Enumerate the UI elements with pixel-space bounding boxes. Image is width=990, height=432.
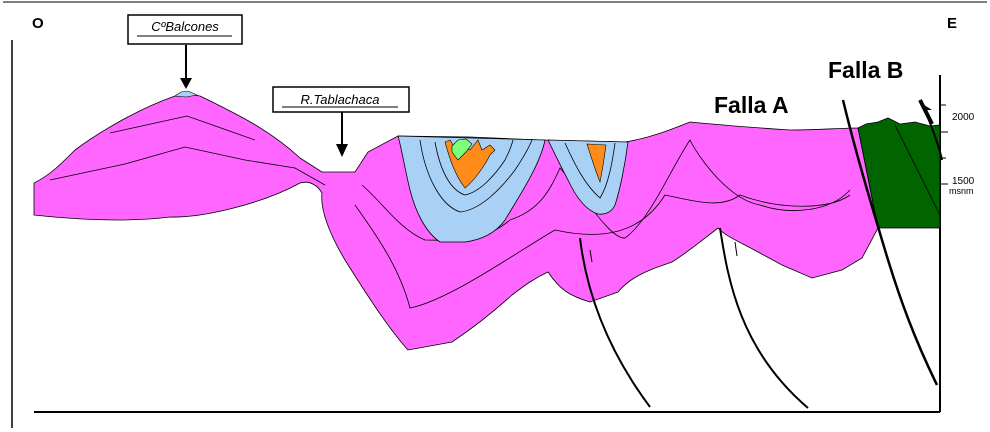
scale-label-mid: 1500: [952, 176, 975, 187]
stratum-line: [109, 115, 256, 141]
peak-label: CºBalcones: [151, 19, 219, 34]
stratum-line: [49, 146, 326, 186]
fault-b-tick: [918, 99, 934, 125]
darkgreen-unit: [857, 117, 941, 229]
lightblue-unit-syncline-1: [397, 135, 546, 243]
east-label: E: [947, 15, 957, 32]
river-callout-box: [272, 86, 410, 113]
stratum-line: [434, 139, 514, 196]
peak-cap: [174, 90, 199, 98]
fault-a-trace: [841, 99, 939, 386]
reverse-fault-2: [719, 227, 809, 409]
west-label: O: [32, 15, 44, 32]
stratum-line: [354, 194, 851, 309]
scale-unit: msnm: [949, 186, 974, 196]
reverse-fault-1: [579, 237, 651, 408]
peak-callout-box: [127, 14, 243, 45]
river-arrow-head: [336, 144, 348, 157]
stratum-line: [419, 139, 533, 213]
fault-slip-arrow: [734, 241, 738, 257]
scale-label-upper: 2000: [952, 112, 975, 123]
peak-arrow-head: [180, 78, 192, 89]
river-label: R.Tablachaca: [300, 92, 379, 107]
fault-b-label: Falla B: [828, 57, 903, 83]
fault-slip-arrow: [589, 249, 593, 263]
lightblue-unit-syncline-2: [547, 139, 629, 215]
stratum-line: [894, 124, 941, 216]
lightgreen-unit: [451, 138, 473, 161]
stratum-line: [564, 142, 616, 199]
stratum-line: [361, 139, 851, 241]
orange-unit-syncline-2: [586, 143, 607, 184]
fault-a-label: Falla A: [714, 92, 789, 118]
